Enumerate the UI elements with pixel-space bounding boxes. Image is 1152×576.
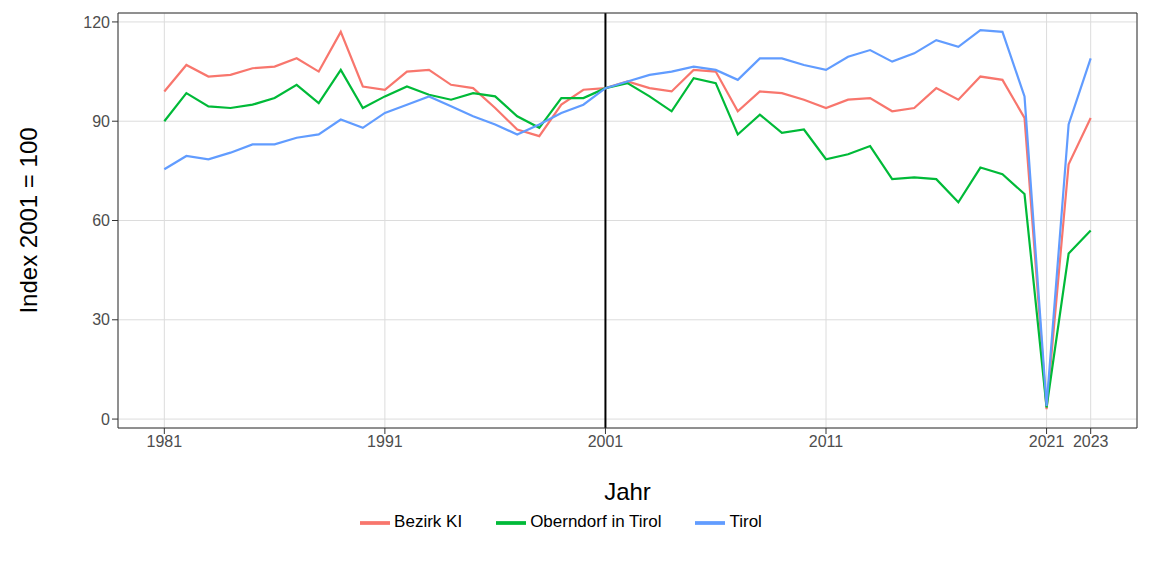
svg-text:1991: 1991 — [367, 433, 403, 450]
svg-text:Index 2001 = 100: Index 2001 = 100 — [15, 127, 42, 313]
svg-text:120: 120 — [83, 14, 110, 31]
svg-text:90: 90 — [92, 113, 110, 130]
svg-text:Jahr: Jahr — [604, 478, 651, 505]
svg-text:60: 60 — [92, 212, 110, 229]
svg-text:1981: 1981 — [147, 433, 183, 450]
html-text:Tirol: Tirol — [729, 512, 762, 532]
svg-text:0: 0 — [101, 411, 110, 428]
svg-text:2023: 2023 — [1073, 433, 1109, 450]
svg-text:2001: 2001 — [588, 433, 624, 450]
svg-text:2021: 2021 — [1029, 433, 1065, 450]
svg-text:2011: 2011 — [809, 433, 844, 450]
svg-text:30: 30 — [92, 311, 110, 328]
html-text:Oberndorf in Tirol: Oberndorf in Tirol — [530, 512, 662, 532]
html-text:Bezirk KI: Bezirk KI — [394, 512, 463, 532]
